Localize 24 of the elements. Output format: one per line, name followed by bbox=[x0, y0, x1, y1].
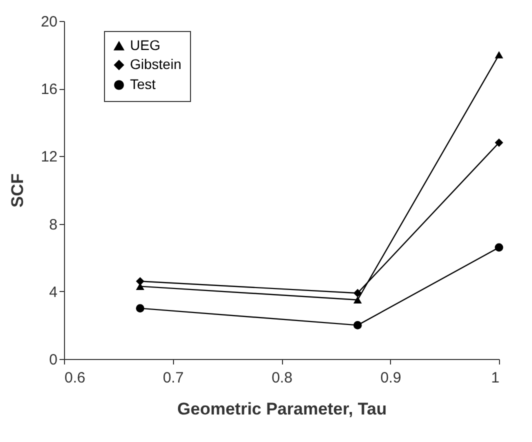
point bbox=[494, 138, 504, 147]
legend-label: Test bbox=[130, 76, 156, 92]
point bbox=[494, 243, 504, 252]
y-axis-title: SCF bbox=[8, 174, 27, 208]
x-tick-label: 0.6 bbox=[64, 370, 86, 386]
y-tick-label: 12 bbox=[40, 148, 58, 166]
point bbox=[353, 288, 362, 298]
point bbox=[353, 321, 362, 330]
x-axis-title: Geometric Parameter, Tau bbox=[177, 400, 387, 418]
y-tick-label: 4 bbox=[49, 284, 58, 301]
point bbox=[353, 296, 362, 304]
x-tick-label: 0.8 bbox=[272, 370, 292, 386]
y-tick-label: 16 bbox=[40, 81, 58, 98]
y-tick-label: 0 bbox=[49, 352, 58, 368]
y-tick-label: 8 bbox=[49, 216, 58, 234]
x-tick-label: 1 bbox=[491, 370, 500, 386]
point bbox=[136, 277, 144, 286]
legend-label: UEG bbox=[130, 37, 160, 53]
y-tick-label: 20 bbox=[40, 14, 58, 30]
x-tick-label: 0.7 bbox=[162, 370, 184, 386]
point bbox=[494, 51, 504, 58]
point bbox=[136, 304, 144, 312]
legend-label: Gibstein bbox=[130, 56, 182, 72]
x-tick-label: 0.9 bbox=[380, 370, 402, 386]
